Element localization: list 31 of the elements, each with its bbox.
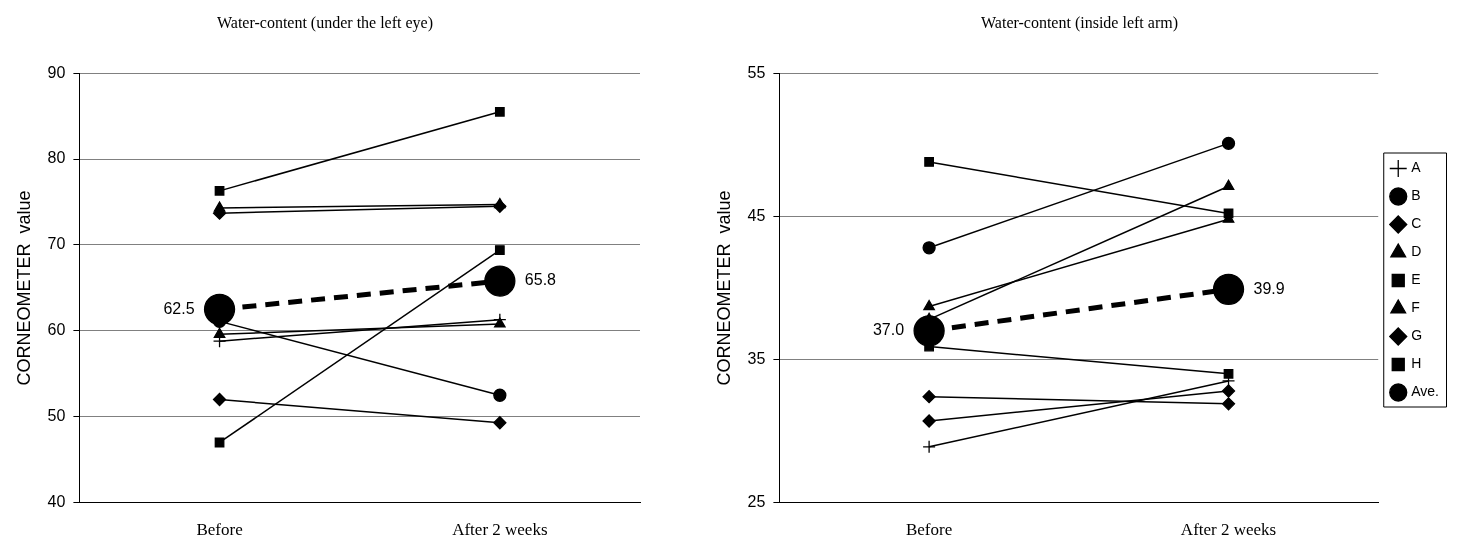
data-label: 62.5 bbox=[163, 299, 195, 317]
legend-label: D bbox=[1411, 243, 1422, 260]
y-tick-label: 55 bbox=[747, 63, 766, 81]
y-axis-title: CORNEOMETER value bbox=[713, 190, 734, 386]
data-label: 37.0 bbox=[872, 321, 905, 339]
y-tick-label: 25 bbox=[747, 493, 766, 511]
legend-label: B bbox=[1411, 187, 1421, 204]
data-label: 65.8 bbox=[524, 271, 557, 289]
legend-label: E bbox=[1411, 271, 1421, 288]
legend-label: F bbox=[1411, 299, 1420, 316]
y-tick-label: 90 bbox=[47, 63, 66, 81]
legend-label: C bbox=[1411, 215, 1422, 232]
legend-label: A bbox=[1411, 159, 1422, 176]
chart-title: Water-content (under the left eye) bbox=[216, 13, 434, 32]
legend-label: H bbox=[1411, 355, 1422, 372]
y-tick-label: 45 bbox=[747, 206, 766, 224]
y-tick-label: 60 bbox=[47, 321, 66, 339]
y-tick-label: 80 bbox=[47, 149, 66, 167]
x-tick-label: After 2 weeks bbox=[1180, 520, 1277, 540]
y-tick-label: 50 bbox=[47, 407, 66, 425]
y-axis-title: CORNEOMETER value bbox=[13, 190, 34, 386]
y-tick-label: 40 bbox=[47, 493, 66, 511]
x-tick-label: After 2 weeks bbox=[452, 520, 548, 540]
chart-title: Water-content (inside left arm) bbox=[981, 13, 1178, 32]
x-tick-label: Before bbox=[196, 520, 243, 540]
legend-label: G bbox=[1411, 327, 1423, 344]
y-tick-label: 35 bbox=[747, 349, 766, 367]
data-label: 39.9 bbox=[1253, 279, 1285, 297]
y-tick-label: 70 bbox=[47, 235, 66, 253]
legend-label: Ave. bbox=[1411, 383, 1439, 400]
x-tick-label: Before bbox=[905, 520, 953, 540]
